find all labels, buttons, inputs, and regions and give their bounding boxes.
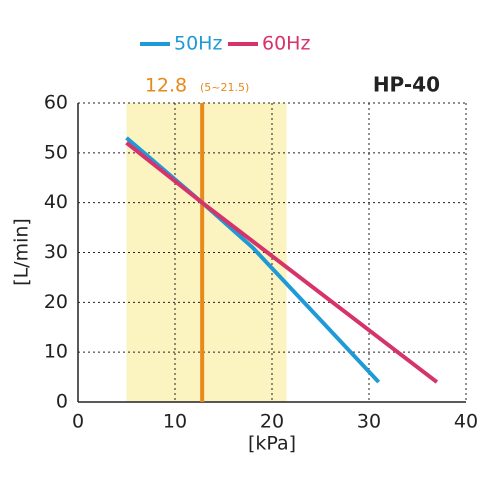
x-tick-label: 10 bbox=[163, 411, 187, 433]
legend-label: 50Hz bbox=[174, 33, 222, 55]
y-tick-label: 20 bbox=[44, 291, 68, 313]
band-label: (5~21.5) bbox=[200, 81, 249, 94]
y-tick-label: 50 bbox=[44, 141, 68, 163]
data-line bbox=[125, 141, 439, 384]
marker-label: 12.8 bbox=[145, 75, 187, 97]
chart-title: HP-40 bbox=[373, 73, 440, 97]
legend-label: 60Hz bbox=[262, 33, 310, 55]
range-band bbox=[126, 103, 287, 402]
y-tick-label: 0 bbox=[56, 391, 68, 413]
y-tick-label: 30 bbox=[44, 241, 68, 263]
x-axis-label: [kPa] bbox=[248, 433, 296, 455]
y-tick-label: 60 bbox=[44, 92, 68, 114]
x-tick-label: 40 bbox=[454, 411, 478, 433]
x-tick-label: 0 bbox=[72, 411, 84, 433]
y-tick-label: 40 bbox=[44, 191, 68, 213]
x-tick-label: 30 bbox=[357, 411, 381, 433]
y-tick-label: 10 bbox=[44, 341, 68, 363]
x-tick-label: 20 bbox=[260, 411, 284, 433]
y-axis-label: [L/min] bbox=[11, 218, 33, 286]
